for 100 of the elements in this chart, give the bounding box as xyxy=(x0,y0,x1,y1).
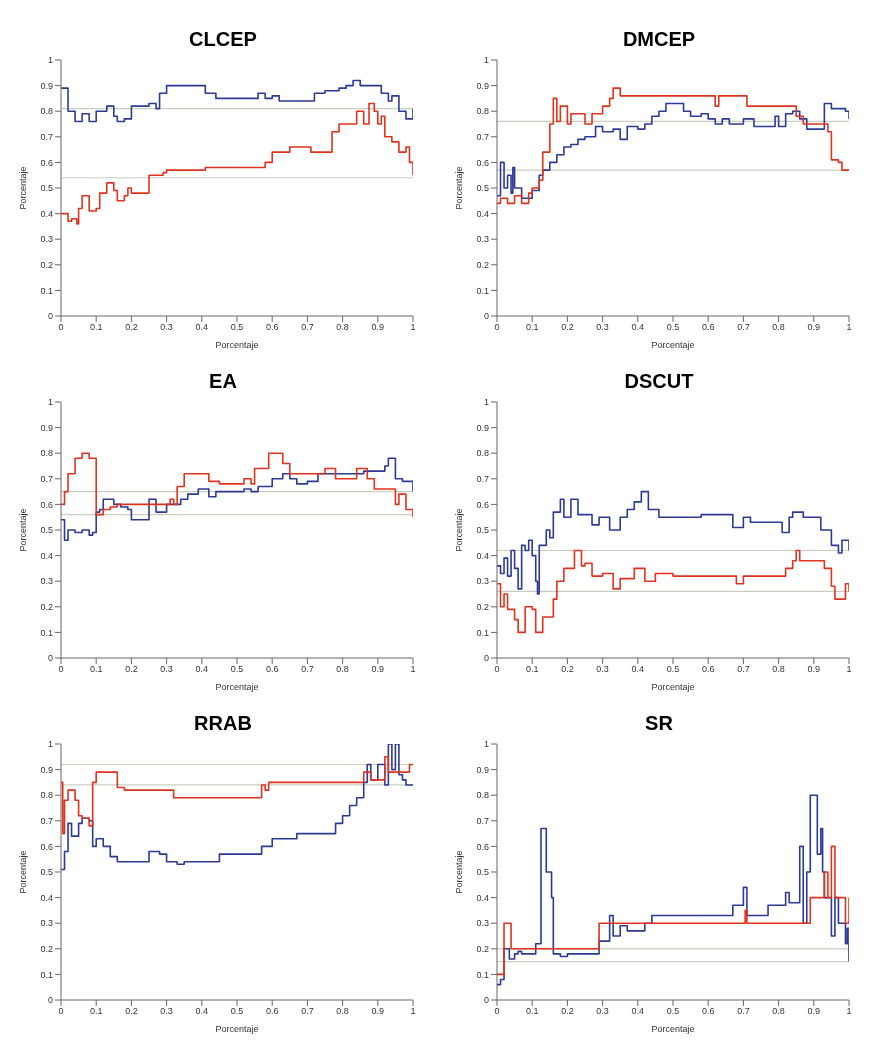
x-tick-label: 0.1 xyxy=(89,1006,103,1017)
x-tick-label: 0.8 xyxy=(336,664,349,675)
y-tick-label: 0.2 xyxy=(40,601,53,612)
x-tick-label: 0.1 xyxy=(89,664,103,675)
chart-title: DSCUT xyxy=(624,370,694,394)
x-axis-title: Porcentaje xyxy=(215,1024,259,1034)
x-axis-title: Porcentaje xyxy=(651,1024,695,1034)
y-tick-label: 0.6 xyxy=(476,157,489,168)
y-tick-label: 0.6 xyxy=(40,841,53,852)
y-tick-label: 0.9 xyxy=(40,80,53,91)
x-tick-label: 0.4 xyxy=(631,322,645,333)
x-axis-title: Porcentaje xyxy=(651,340,695,350)
x-tick-label: 0.9 xyxy=(371,322,385,333)
x-tick-label: 0.5 xyxy=(666,664,680,675)
x-tick-label: 0.4 xyxy=(195,664,209,675)
y-tick-label: 0.8 xyxy=(40,448,53,459)
x-tick-label: 0.8 xyxy=(772,1006,785,1017)
y-tick-label: 0.1 xyxy=(476,969,489,980)
y-tick-label: 0.4 xyxy=(40,550,53,561)
x-tick-label: 1 xyxy=(846,1006,852,1017)
x-tick-label: 0 xyxy=(58,1006,64,1017)
y-tick-label: 0.3 xyxy=(476,576,489,587)
x-tick-label: 0.3 xyxy=(596,1006,609,1017)
x-tick-label: 0.1 xyxy=(525,322,539,333)
y-tick-label: 0.6 xyxy=(40,499,53,510)
x-axis-title: Porcentaje xyxy=(215,682,259,692)
x-tick-label: 0.7 xyxy=(301,1006,314,1017)
y-tick-label: 0.1 xyxy=(40,285,53,296)
y-tick-label: 0.4 xyxy=(40,208,53,219)
x-tick-label: 0.3 xyxy=(596,322,609,333)
y-tick-label: 0 xyxy=(483,653,489,664)
y-tick-label: 0 xyxy=(483,995,489,1006)
y-tick-label: 1 xyxy=(47,55,53,66)
chart-title: RRAB xyxy=(194,712,252,736)
x-tick-label: 0.4 xyxy=(195,322,209,333)
y-tick-label: 0.3 xyxy=(40,918,53,929)
y-axis-title: Porcentaje xyxy=(454,166,465,210)
x-tick-label: 0.7 xyxy=(301,664,314,675)
y-tick-label: 0.1 xyxy=(40,627,53,638)
x-tick-label: 0.7 xyxy=(737,664,750,675)
x-tick-label: 0.1 xyxy=(525,664,539,675)
x-tick-label: 0.5 xyxy=(230,322,244,333)
y-tick-label: 0.1 xyxy=(476,627,489,638)
y-tick-label: 0.8 xyxy=(476,106,489,117)
y-tick-label: 0.4 xyxy=(476,550,489,561)
y-tick-label: 0.2 xyxy=(40,943,53,954)
x-tick-label: 0.1 xyxy=(89,322,103,333)
x-tick-label: 1 xyxy=(410,322,416,333)
y-tick-label: 1 xyxy=(483,397,489,408)
y-tick-label: 0.6 xyxy=(40,157,53,168)
y-tick-label: 1 xyxy=(47,397,53,408)
x-tick-label: 0.2 xyxy=(125,664,138,675)
x-tick-label: 1 xyxy=(410,1006,416,1017)
y-tick-label: 0.5 xyxy=(40,183,53,194)
x-tick-label: 1 xyxy=(846,664,852,675)
y-tick-label: 0.3 xyxy=(476,918,489,929)
x-tick-label: 0.4 xyxy=(631,664,645,675)
x-tick-label: 0.7 xyxy=(737,322,750,333)
x-tick-label: 1 xyxy=(846,322,852,333)
y-tick-label: 0.8 xyxy=(40,106,53,117)
y-tick-label: 0.7 xyxy=(476,815,489,826)
y-tick-label: 0.7 xyxy=(476,473,489,484)
x-tick-label: 0.3 xyxy=(160,1006,173,1017)
y-tick-label: 0.2 xyxy=(476,601,489,612)
x-tick-label: 0.9 xyxy=(807,322,821,333)
y-tick-label: 0.4 xyxy=(40,892,53,903)
x-tick-label: 0.8 xyxy=(772,664,785,675)
y-tick-label: 0.3 xyxy=(476,234,489,245)
y-tick-label: 0.9 xyxy=(476,764,489,775)
y-tick-label: 0.6 xyxy=(476,499,489,510)
y-tick-label: 0.7 xyxy=(40,473,53,484)
x-tick-label: 0.3 xyxy=(596,664,609,675)
y-axis-title: Porcentaje xyxy=(18,508,29,552)
y-tick-label: 1 xyxy=(47,739,53,750)
y-tick-label: 0.9 xyxy=(40,764,53,775)
y-tick-label: 0.8 xyxy=(476,790,489,801)
x-tick-label: 0 xyxy=(58,322,64,333)
x-tick-label: 0.2 xyxy=(561,1006,574,1017)
x-tick-label: 0 xyxy=(58,664,64,675)
y-tick-label: 0.9 xyxy=(476,80,489,91)
y-tick-label: 1 xyxy=(483,739,489,750)
y-tick-label: 0.5 xyxy=(40,867,53,878)
x-tick-label: 1 xyxy=(410,664,416,675)
x-tick-label: 0.5 xyxy=(230,664,244,675)
y-tick-label: 0.2 xyxy=(40,259,53,270)
x-axis-title: Porcentaje xyxy=(215,340,259,350)
y-tick-label: 0.4 xyxy=(476,208,489,219)
chart-title: SR xyxy=(645,712,673,736)
chart-title: CLCEP xyxy=(189,28,257,52)
x-tick-label: 0.3 xyxy=(160,322,173,333)
y-tick-label: 0.7 xyxy=(476,131,489,142)
x-tick-label: 0.7 xyxy=(301,322,314,333)
x-tick-label: 0.6 xyxy=(265,322,279,333)
y-tick-label: 0.8 xyxy=(40,790,53,801)
y-axis-title: Porcentaje xyxy=(454,508,465,552)
x-tick-label: 0.8 xyxy=(772,322,785,333)
y-tick-label: 0.2 xyxy=(476,259,489,270)
y-tick-label: 0 xyxy=(47,653,53,664)
y-tick-label: 0.5 xyxy=(40,525,53,536)
y-tick-label: 0.3 xyxy=(40,576,53,587)
